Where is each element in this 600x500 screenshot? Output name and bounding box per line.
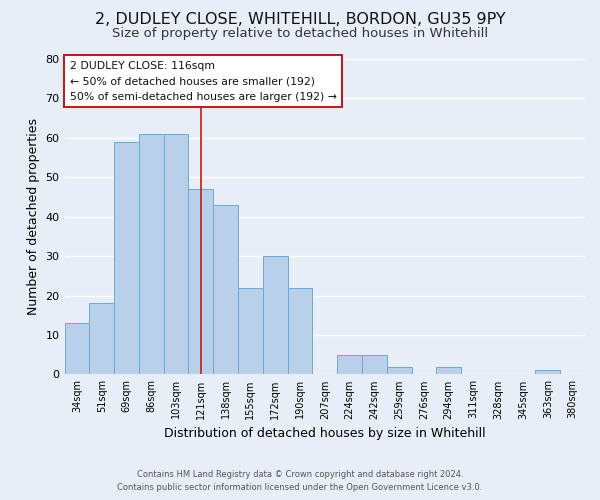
Bar	[287, 288, 313, 374]
Text: Size of property relative to detached houses in Whitehill: Size of property relative to detached ho…	[112, 28, 488, 40]
Bar	[436, 366, 461, 374]
Bar	[535, 370, 560, 374]
Bar	[65, 323, 89, 374]
Bar	[337, 354, 362, 374]
Bar	[238, 288, 263, 374]
Y-axis label: Number of detached properties: Number of detached properties	[27, 118, 40, 315]
X-axis label: Distribution of detached houses by size in Whitehill: Distribution of detached houses by size …	[164, 427, 485, 440]
Bar	[387, 366, 412, 374]
Bar	[213, 205, 238, 374]
Text: 2, DUDLEY CLOSE, WHITEHILL, BORDON, GU35 9PY: 2, DUDLEY CLOSE, WHITEHILL, BORDON, GU35…	[95, 12, 505, 28]
Text: Contains HM Land Registry data © Crown copyright and database right 2024.
Contai: Contains HM Land Registry data © Crown c…	[118, 470, 482, 492]
Text: 2 DUDLEY CLOSE: 116sqm
← 50% of detached houses are smaller (192)
50% of semi-de: 2 DUDLEY CLOSE: 116sqm ← 50% of detached…	[70, 60, 337, 102]
Bar	[362, 354, 387, 374]
Bar	[114, 142, 139, 374]
Bar	[139, 134, 164, 374]
Bar	[188, 189, 213, 374]
Bar	[89, 304, 114, 374]
Bar	[263, 256, 287, 374]
Bar	[164, 134, 188, 374]
